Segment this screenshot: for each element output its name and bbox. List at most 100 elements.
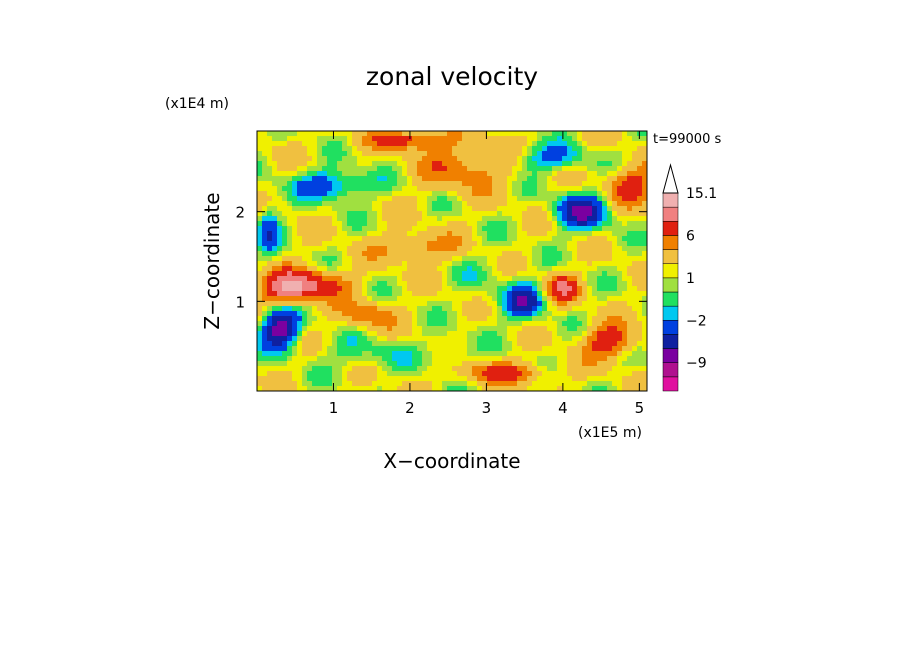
heatmap-cell bbox=[282, 251, 288, 257]
heatmap-cell bbox=[262, 276, 268, 282]
heatmap-cell bbox=[622, 231, 628, 237]
heatmap-cell bbox=[597, 156, 603, 162]
heatmap-cell bbox=[492, 266, 498, 272]
heatmap-cell bbox=[407, 211, 413, 217]
heatmap-cell bbox=[397, 381, 403, 387]
heatmap-cell bbox=[577, 201, 583, 207]
heatmap-cell bbox=[557, 136, 563, 142]
heatmap-cell bbox=[502, 311, 508, 317]
heatmap-cell bbox=[492, 251, 498, 257]
heatmap-cell bbox=[602, 331, 608, 337]
heatmap-cell bbox=[437, 176, 443, 182]
heatmap-cell bbox=[347, 381, 353, 387]
heatmap-cell bbox=[257, 186, 263, 192]
heatmap-cell bbox=[627, 191, 633, 197]
heatmap-cell bbox=[282, 261, 288, 267]
heatmap-cell bbox=[382, 251, 388, 257]
heatmap-cell bbox=[582, 206, 588, 212]
heatmap-cell bbox=[492, 231, 498, 237]
heatmap-cell bbox=[407, 371, 413, 377]
heatmap-cell bbox=[577, 336, 583, 342]
heatmap-cell bbox=[572, 296, 578, 302]
heatmap-cell bbox=[267, 176, 273, 182]
heatmap-cell bbox=[462, 161, 468, 167]
heatmap-cell bbox=[497, 141, 503, 147]
heatmap-cell bbox=[432, 301, 438, 307]
heatmap-cell bbox=[407, 271, 413, 277]
heatmap-cell bbox=[472, 216, 478, 222]
heatmap-cell bbox=[602, 376, 608, 382]
heatmap-cell bbox=[357, 311, 363, 317]
heatmap-cell bbox=[637, 336, 643, 342]
heatmap-cell bbox=[502, 256, 508, 262]
heatmap-cell bbox=[442, 356, 448, 362]
heatmap-cell bbox=[262, 136, 268, 142]
heatmap-cell bbox=[602, 241, 608, 247]
heatmap-cell bbox=[532, 281, 538, 287]
heatmap-cell bbox=[427, 156, 433, 162]
heatmap-cell bbox=[397, 306, 403, 312]
heatmap-cell bbox=[447, 356, 453, 362]
heatmap-cell bbox=[372, 286, 378, 292]
heatmap-cell bbox=[497, 301, 503, 307]
heatmap-cell bbox=[317, 266, 323, 272]
heatmap-cell bbox=[352, 196, 358, 202]
heatmap-cell bbox=[372, 301, 378, 307]
heatmap-cell bbox=[547, 331, 553, 337]
heatmap-cell bbox=[332, 346, 338, 352]
heatmap-cell bbox=[527, 176, 533, 182]
heatmap-cell bbox=[422, 386, 428, 392]
heatmap-cell bbox=[577, 386, 583, 392]
heatmap-cell bbox=[467, 311, 473, 317]
heatmap-cell bbox=[352, 206, 358, 212]
heatmap-cell bbox=[267, 346, 273, 352]
heatmap-cell bbox=[317, 261, 323, 267]
heatmap-cell bbox=[587, 206, 593, 212]
heatmap-cell bbox=[522, 386, 528, 392]
heatmap-cell bbox=[437, 171, 443, 177]
heatmap-cell bbox=[447, 171, 453, 177]
heatmap-cell bbox=[632, 186, 638, 192]
heatmap-cell bbox=[612, 231, 618, 237]
heatmap-cell bbox=[637, 271, 643, 277]
heatmap-cell bbox=[342, 386, 348, 392]
heatmap-cell bbox=[457, 356, 463, 362]
heatmap-cell bbox=[382, 161, 388, 167]
heatmap-cell bbox=[442, 241, 448, 247]
heatmap-cell bbox=[427, 281, 433, 287]
heatmap-cell bbox=[337, 236, 343, 242]
heatmap-cell bbox=[487, 246, 493, 252]
heatmap-cell bbox=[527, 376, 533, 382]
heatmap-cell bbox=[477, 201, 483, 207]
heatmap-cell bbox=[382, 291, 388, 297]
heatmap-cell bbox=[507, 251, 513, 257]
heatmap-cell bbox=[527, 326, 533, 332]
heatmap-cell bbox=[347, 306, 353, 312]
heatmap-cell bbox=[512, 321, 518, 327]
heatmap-cell bbox=[582, 181, 588, 187]
heatmap-cell bbox=[507, 186, 513, 192]
heatmap-cell bbox=[427, 271, 433, 277]
heatmap-cell bbox=[562, 341, 568, 347]
heatmap-cell bbox=[397, 276, 403, 282]
heatmap-cell bbox=[267, 216, 273, 222]
heatmap-cell bbox=[607, 221, 613, 227]
heatmap-cell bbox=[387, 216, 393, 222]
heatmap-cell bbox=[277, 216, 283, 222]
heatmap-cell bbox=[337, 291, 343, 297]
colorbar-bin bbox=[662, 235, 679, 250]
heatmap-cell bbox=[357, 386, 363, 392]
heatmap-cell bbox=[432, 141, 438, 147]
heatmap-cell bbox=[277, 251, 283, 257]
heatmap-cell bbox=[522, 211, 528, 217]
heatmap-cell bbox=[512, 376, 518, 382]
heatmap-cell bbox=[497, 181, 503, 187]
heatmap-cell bbox=[297, 376, 303, 382]
heatmap-cell bbox=[292, 281, 298, 287]
heatmap-cell bbox=[387, 346, 393, 352]
heatmap-cell bbox=[592, 336, 598, 342]
heatmap-cell bbox=[617, 231, 623, 237]
heatmap-cell bbox=[492, 241, 498, 247]
heatmap-cell bbox=[417, 131, 423, 137]
heatmap-cell bbox=[312, 316, 318, 322]
